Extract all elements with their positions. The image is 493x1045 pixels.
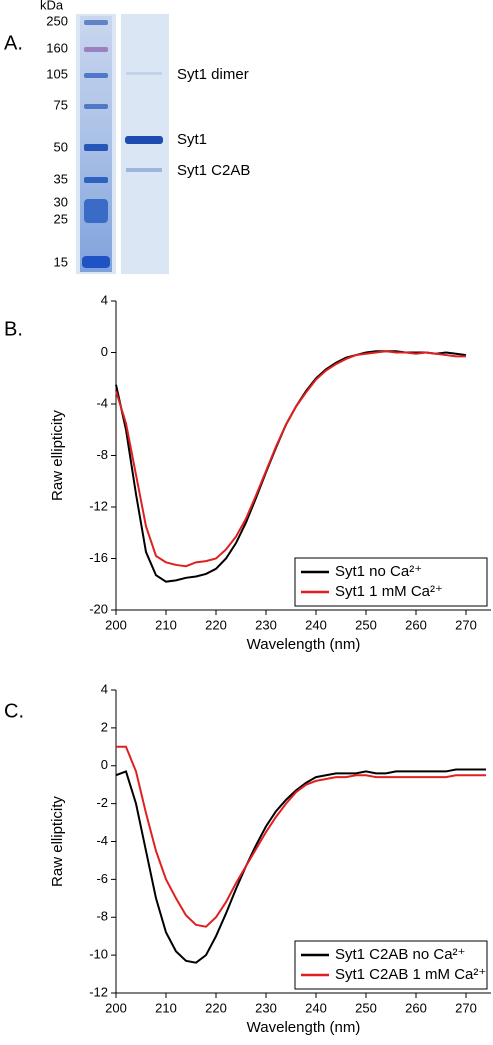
x-tick-label: 250	[355, 617, 377, 632]
marker-label: 15	[54, 254, 68, 269]
x-tick-label: 240	[305, 617, 327, 632]
y-tick-label: -8	[96, 909, 108, 924]
y-tick-label: -12	[89, 498, 108, 513]
y-tick-label: 2	[101, 719, 108, 734]
x-tick-label: 220	[205, 617, 227, 632]
gel-image	[76, 14, 169, 274]
y-tick-label: -6	[96, 871, 108, 886]
marker-label: 75	[54, 97, 68, 112]
marker-label: 105	[46, 66, 68, 81]
marker-label: 35	[54, 171, 68, 186]
band-label: Syt1 C2AB	[177, 162, 250, 179]
x-tick-label: 260	[405, 617, 427, 632]
panel-label: B.	[4, 318, 23, 340]
y-axis-label: Raw ellipticity	[49, 410, 66, 501]
x-tick-label: 240	[305, 1000, 327, 1015]
x-tick-label: 210	[155, 1000, 177, 1015]
legend-label: Syt1 no Ca²⁺	[335, 563, 422, 580]
panel-label: A.	[4, 32, 23, 54]
legend: Syt1 no Ca²⁺ Syt1 1 mM Ca²⁺	[294, 557, 488, 607]
gel-unit: kDa	[40, 0, 64, 12]
x-tick-label: 210	[155, 617, 177, 632]
y-tick-label: 0	[101, 344, 108, 359]
x-axis-label: Wavelength (nm)	[247, 636, 361, 653]
x-axis-label: Wavelength (nm)	[247, 1019, 361, 1036]
x-tick-label: 200	[105, 617, 127, 632]
x-tick-label: 230	[255, 617, 277, 632]
y-tick-label: -10	[89, 947, 108, 962]
y-tick-label: 4	[101, 681, 108, 696]
data-line	[116, 745, 486, 928]
x-tick-label: 270	[455, 617, 477, 632]
x-tick-label: 250	[355, 1000, 377, 1015]
marker-label: 30	[54, 194, 68, 209]
data-line	[115, 768, 486, 964]
x-tick-label: 270	[455, 1000, 477, 1015]
legend-label: Syt1 C2AB 1 mM Ca²⁺	[335, 966, 486, 983]
marker-label: 160	[46, 40, 68, 55]
data-line	[115, 350, 467, 583]
legend: Syt1 C2AB no Ca²⁺ Syt1 C2AB 1 mM Ca²⁺	[294, 940, 488, 990]
y-tick-label: -20	[89, 601, 108, 616]
marker-label: 25	[54, 211, 68, 226]
y-tick-label: -12	[89, 984, 108, 999]
legend-box	[294, 557, 488, 607]
marker-label: 50	[54, 139, 68, 154]
x-tick-label: 220	[205, 1000, 227, 1015]
chart: -12 -10 -8 -6 -4 -2 0 2 4 200 210 220 230 240 250 260 27…	[49, 681, 491, 1036]
y-tick-label: -16	[89, 550, 108, 565]
chart: -20 -16 -12 -8 -4 0 4 200 210 220 230 240 250 260 270 W…	[49, 292, 491, 653]
x-tick-label: 200	[105, 1000, 127, 1015]
y-tick-label: 0	[101, 757, 108, 772]
x-tick-label: 230	[255, 1000, 277, 1015]
y-tick-label: 4	[101, 292, 108, 307]
band-label: Syt1 dimer	[177, 66, 249, 83]
y-tick-label: -8	[96, 447, 108, 462]
panel-label: C.	[4, 700, 24, 722]
y-axis-label: Raw ellipticity	[49, 796, 66, 887]
y-tick-label: -4	[96, 395, 108, 410]
band-label: Syt1	[177, 131, 207, 148]
y-tick-label: -2	[96, 795, 108, 810]
data-line	[115, 350, 466, 568]
marker-label: 250	[46, 13, 68, 28]
x-tick-label: 260	[405, 1000, 427, 1015]
legend-label: Syt1 C2AB no Ca²⁺	[335, 946, 465, 963]
y-tick-label: -4	[96, 833, 108, 848]
legend-label: Syt1 1 mM Ca²⁺	[335, 583, 443, 600]
legend-box	[294, 940, 488, 990]
